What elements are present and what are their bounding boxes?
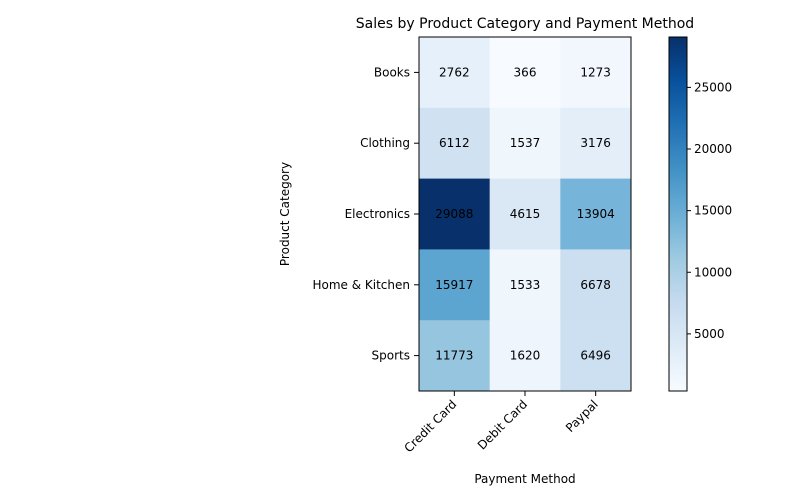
- cell-value-label: 366: [514, 65, 537, 79]
- heatmap-cell: [489, 249, 561, 321]
- cell-value-label: 3176: [580, 136, 611, 150]
- heatmap-cell: [419, 249, 491, 321]
- x-tick-label: Paypal: [563, 397, 601, 435]
- cell-value-label: 29088: [435, 207, 473, 221]
- cell-value-label: 1273: [580, 65, 611, 79]
- cell-value-label: 6496: [580, 349, 611, 363]
- x-axis: Credit Card Debit Card Paypal: [401, 391, 601, 455]
- y-tick-label: Electronics: [345, 207, 410, 221]
- y-tick-label: Books: [374, 65, 410, 79]
- x-tick-label: Credit Card: [401, 397, 459, 455]
- cell-value-label: 11773: [435, 349, 473, 363]
- y-tick-label: Clothing: [360, 136, 410, 150]
- heatmap-cell: [489, 320, 561, 392]
- colorbar-tick-label: 25000: [694, 80, 732, 94]
- cell-value-label: 6678: [580, 278, 611, 292]
- cell-value-label: 13904: [577, 207, 615, 221]
- colorbar-tick-label: 5000: [694, 327, 725, 341]
- cell-value-label: 6112: [439, 136, 470, 150]
- x-tick-label: Debit Card: [475, 397, 530, 452]
- colorbar-tick-label: 15000: [694, 204, 732, 218]
- heatmap-cells: 2762 366 1273 6112 1537 3176 29088 4615 13904 159…: [419, 37, 632, 392]
- colorbar-gradient: [668, 36, 688, 392]
- heatmap-cell: [419, 107, 491, 180]
- heatmap-cell: [560, 37, 632, 109]
- heatmap-cell: [560, 249, 632, 321]
- y-axis: Books Clothing Electronics Home & Kitchen Sp…: [312, 65, 419, 363]
- colorbar: 5000 10000 15000 20000 25000: [668, 36, 732, 392]
- heatmap-cell: [560, 107, 632, 180]
- cell-value-label: 1537: [510, 136, 541, 150]
- y-tick-label: Home & Kitchen: [312, 278, 410, 292]
- heatmap-cell: [419, 37, 491, 109]
- heatmap-cell: [489, 37, 561, 109]
- cell-value-label: 1533: [510, 278, 541, 292]
- cell-value-label: 2762: [439, 65, 470, 79]
- heatmap-cell: [560, 178, 632, 250]
- chart-title: Sales by Product Category and Payment Me…: [356, 16, 694, 32]
- cell-value-label: 4615: [510, 207, 541, 221]
- y-axis-label: Product Category: [278, 162, 292, 266]
- colorbar-tick-label: 10000: [694, 265, 732, 279]
- cell-value-label: 15917: [435, 278, 473, 292]
- x-axis-label: Payment Method: [474, 472, 575, 486]
- heatmap-cell: [489, 178, 561, 250]
- cell-value-label: 1620: [510, 349, 541, 363]
- colorbar-tick-label: 20000: [694, 142, 732, 156]
- heatmap-cell: [419, 320, 491, 392]
- heatmap-cell: [560, 320, 632, 392]
- y-tick-label: Sports: [372, 349, 410, 363]
- heatmap-cell: [419, 178, 491, 250]
- heatmap-cell: [489, 107, 561, 180]
